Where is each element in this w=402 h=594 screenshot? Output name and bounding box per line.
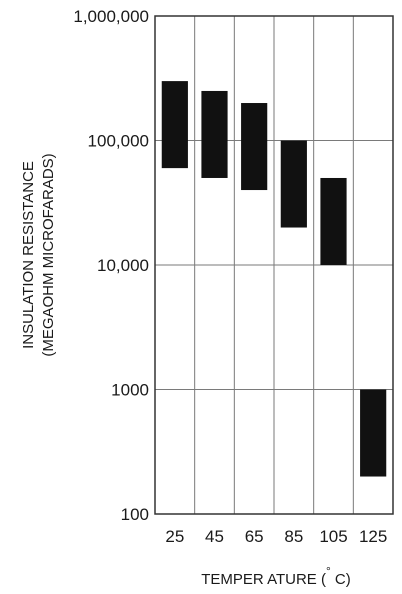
x-axis-title-suffix: C) <box>331 571 351 588</box>
x-tick-label: 85 <box>284 527 303 546</box>
range-bar-65 <box>241 103 268 191</box>
y-tick-labels: 100 1000 10,000 100,000 1,000,000 <box>73 7 149 524</box>
degree-symbol: ° <box>326 564 331 578</box>
grid <box>155 15 393 515</box>
x-tick-label: 45 <box>205 527 224 546</box>
y-tick-label: 10,000 <box>97 256 149 275</box>
y-tick-label: 100 <box>121 505 149 524</box>
bars <box>161 81 387 477</box>
range-bar-85 <box>280 140 307 228</box>
y-tick-label: 1000 <box>111 381 149 400</box>
y-tick-label: 100,000 <box>88 132 149 151</box>
range-bar-25 <box>161 81 188 169</box>
y-tick-label: 1,000,000 <box>73 7 149 26</box>
x-tick-label: 105 <box>319 527 347 546</box>
x-tick-label: 125 <box>359 527 387 546</box>
x-axis-title: TEMPER ATURE (° C) <box>201 564 351 588</box>
x-axis-title-prefix: TEMPER ATURE ( <box>201 571 326 588</box>
plot-frame <box>154 15 394 515</box>
range-bar-125 <box>360 389 387 477</box>
x-tick-label: 25 <box>165 527 184 546</box>
y-axis-title-line1: INSULATION RESISTANCE <box>20 161 37 349</box>
range-bar-45 <box>201 90 228 178</box>
range-bar-105 <box>320 177 347 265</box>
y-axis-title: INSULATION RESISTANCE (MEGAOHM MICROFARA… <box>20 153 57 356</box>
x-tick-label: 65 <box>245 527 264 546</box>
y-axis-title-line2: (MEGAOHM MICROFARADS) <box>40 153 57 356</box>
x-tick-labels: 25 45 65 85 105 125 <box>165 527 387 546</box>
